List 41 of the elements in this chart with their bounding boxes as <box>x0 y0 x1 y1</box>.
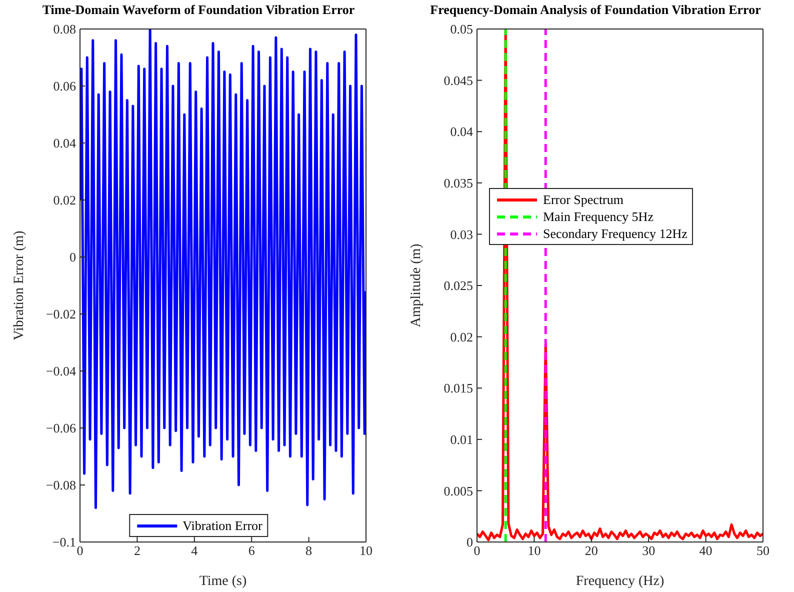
legend-label: Vibration Error <box>182 517 262 534</box>
y-tick-label: 0.04 <box>450 124 474 140</box>
x-tick-label: 6 <box>248 543 256 558</box>
y-tick-label: −0.04 <box>46 364 76 379</box>
y-tick-label: 0.05 <box>450 22 473 37</box>
y-tick-label: −0.1 <box>52 534 76 550</box>
x-tick-label: 4 <box>191 543 198 558</box>
legend-label: Error Spectrum <box>543 191 624 208</box>
x-axis-title: Frequency (Hz) <box>576 574 664 589</box>
y-tick-label: 0.035 <box>444 176 473 191</box>
y-tick-label: 0.04 <box>53 136 76 151</box>
y-tick-label: 0.045 <box>444 72 473 88</box>
y-tick-label: 0.01 <box>450 432 473 448</box>
y-tick-label: 0.06 <box>53 78 76 94</box>
y-tick-label: 0.02 <box>53 192 76 208</box>
y-tick-label: 0.025 <box>444 278 473 294</box>
x-tick-label: 2 <box>134 543 140 558</box>
x-tick-label: 30 <box>642 543 656 558</box>
y-tick-label: 0.08 <box>53 22 76 37</box>
x-tick-label: 8 <box>306 543 312 558</box>
x-tick-label: 10 <box>360 543 372 558</box>
chart-title: Frequency-Domain Analysis of Foundation Vibration Error <box>429 2 762 18</box>
x-tick-label: 20 <box>584 543 598 558</box>
y-tick-label: −0.02 <box>46 306 76 322</box>
y-tick-label: 0.005 <box>444 483 473 498</box>
ref-line-label: Main Frequency 5Hz <box>543 208 654 225</box>
y-tick-label: 0.02 <box>450 329 473 344</box>
x-axis-title: Time (s) <box>199 574 247 589</box>
y-tick-label: 0.015 <box>444 380 473 396</box>
x-tick-label: 40 <box>699 543 712 558</box>
x-tick-label: 10 <box>528 543 541 558</box>
y-axis-title: Vibration Error (m) <box>12 230 27 340</box>
y-tick-label: −0.06 <box>46 420 76 436</box>
x-tick-label: 50 <box>756 543 770 558</box>
y-tick-label: 0.03 <box>450 226 473 242</box>
y-tick-label: −0.08 <box>46 478 76 493</box>
y-tick-label: 0 <box>70 250 76 265</box>
chart-title: Time-Domain Waveform of Foundation Vibration Error <box>41 2 356 18</box>
ref-line-label: Secondary Frequency 12Hz <box>543 225 688 242</box>
legend-box: Vibration Error <box>128 514 268 537</box>
y-axis-title: Amplitude (m) <box>408 243 424 328</box>
